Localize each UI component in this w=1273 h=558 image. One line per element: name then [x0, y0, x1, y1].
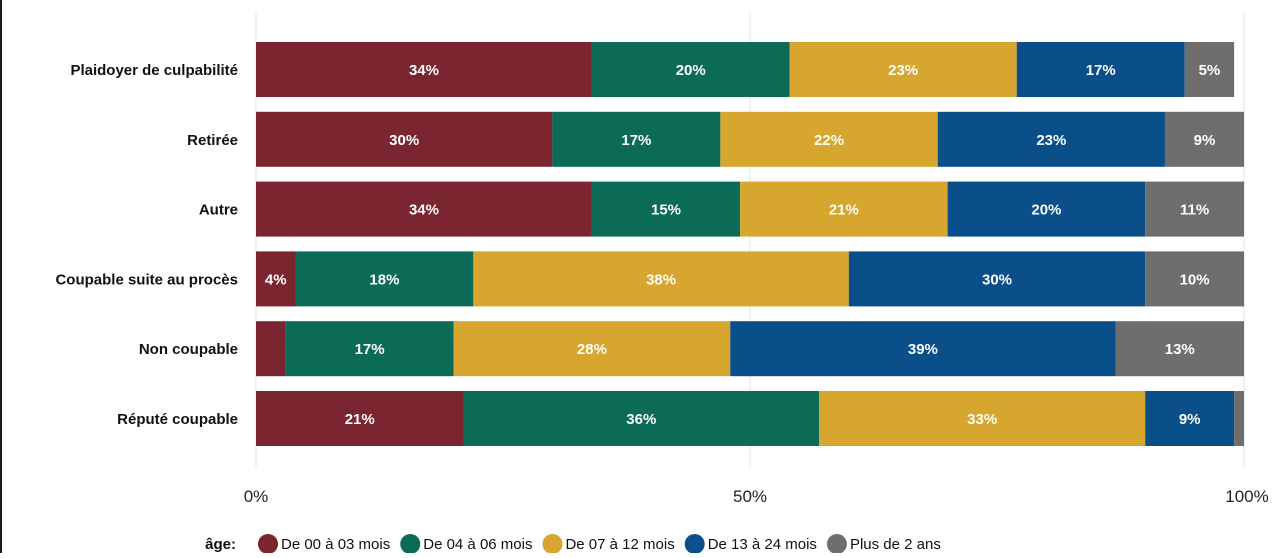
bar-row: 17% 28% 39% 13%	[256, 321, 1244, 377]
legend-label: De 00 à 03 mois	[281, 536, 390, 553]
data-label: 20%	[676, 62, 706, 79]
category-label: Retirée	[187, 132, 238, 149]
legend: âge: De 00 à 03 mois De 04 à 06 mois De 07 …	[205, 534, 941, 554]
bars: 34% 20% 23% 17% 5% 30% 17% 22% 23% 9% 34% 15% 21% 20%…	[256, 42, 1244, 446]
data-label: 30%	[389, 132, 419, 149]
bar-segment	[1016, 42, 1185, 97]
legend-item: De 04 à 06 mois	[400, 534, 532, 554]
bar-segment	[256, 111, 553, 167]
data-label: 17%	[621, 132, 651, 149]
x-tick-label: 100%	[1225, 487, 1268, 506]
legend-title: âge:	[205, 536, 236, 553]
bar-segment	[1234, 391, 1244, 446]
bar-segment	[591, 42, 790, 97]
legend-label: De 13 à 24 mois	[708, 536, 817, 553]
bar-segment	[256, 391, 464, 446]
bar-segment	[1164, 111, 1244, 167]
category-label: Autre	[199, 202, 238, 219]
category-label: Non coupable	[139, 341, 238, 358]
bar-segment	[730, 321, 1116, 377]
data-label: 9%	[1179, 411, 1201, 428]
bar-row: 34% 15% 21% 20% 11%	[256, 181, 1244, 237]
data-label: 34%	[409, 202, 439, 219]
legend-item: Plus de 2 ans	[826, 534, 941, 554]
bar-segment	[453, 321, 731, 377]
category-label: Plaidoyer de culpabilité	[70, 62, 238, 79]
bar-segment	[848, 251, 1146, 307]
legend-swatch	[542, 534, 563, 554]
bar-segment	[256, 181, 592, 237]
data-label: 18%	[369, 271, 399, 288]
bar-segment	[256, 42, 592, 97]
x-tick-label: 50%	[733, 487, 767, 506]
bar-segment	[1145, 181, 1244, 237]
legend-item: De 07 à 12 mois	[542, 534, 675, 554]
bar-segment	[937, 111, 1165, 167]
legend-swatch	[684, 534, 705, 554]
data-label: 21%	[345, 411, 375, 428]
bar-segment	[591, 181, 741, 237]
legend-swatch	[826, 534, 847, 554]
data-label: 15%	[651, 202, 681, 219]
category-labels: Plaidoyer de culpabilité Retirée Autre Coup…	[55, 62, 238, 428]
bar-segment	[1145, 391, 1235, 446]
bar-segment	[295, 251, 474, 307]
x-tick-label: 0%	[244, 487, 269, 506]
data-label: 38%	[646, 271, 676, 288]
data-label: 21%	[829, 202, 859, 219]
legend-label: De 07 à 12 mois	[565, 536, 674, 553]
bar-segment	[285, 321, 454, 377]
bar-segment	[1115, 321, 1244, 377]
x-axis-ticks: 0% 50% 100%	[244, 487, 1269, 506]
bar-segment	[789, 42, 1017, 97]
bar-segment	[463, 391, 820, 446]
legend-item: De 13 à 24 mois	[684, 534, 817, 554]
data-label: 5%	[1199, 62, 1221, 79]
data-label: 4%	[265, 271, 287, 288]
bar-row: 34% 20% 23% 17% 5%	[256, 42, 1235, 97]
data-label: 17%	[1086, 62, 1116, 79]
legend-item: De 00 à 03 mois	[258, 534, 390, 554]
bar-segment	[947, 181, 1146, 237]
data-label: 33%	[967, 411, 997, 428]
data-label: 23%	[1036, 132, 1066, 149]
category-label: Réputé coupable	[117, 411, 238, 428]
bar-segment	[256, 251, 296, 307]
category-label: Coupable suite au procès	[55, 271, 238, 288]
bar-segment	[473, 251, 849, 307]
data-label: 23%	[888, 62, 918, 79]
data-label: 9%	[1194, 132, 1216, 149]
data-label: 39%	[908, 341, 938, 358]
data-label: 36%	[626, 411, 656, 428]
bar-row: 4% 18% 38% 30% 10%	[256, 251, 1244, 307]
data-label: 22%	[814, 132, 844, 149]
bar-segment	[720, 111, 938, 167]
bar-segment	[1184, 42, 1235, 97]
data-label: 20%	[1031, 202, 1061, 219]
bar-segment	[740, 181, 948, 237]
data-label: 11%	[1180, 202, 1209, 219]
bar-segment	[552, 111, 721, 167]
bar-row: 30% 17% 22% 23% 9%	[256, 111, 1244, 167]
legend-label: Plus de 2 ans	[850, 536, 941, 553]
bar-segment	[1145, 251, 1244, 307]
data-label: 13%	[1165, 341, 1195, 358]
bar-segment	[256, 321, 286, 377]
data-label: 28%	[577, 341, 607, 358]
legend-swatch	[258, 534, 278, 554]
bar-segment	[819, 391, 1146, 446]
data-label: 17%	[355, 341, 385, 358]
data-label: 10%	[1180, 271, 1210, 288]
data-label: 34%	[409, 62, 439, 79]
legend-label: De 04 à 06 mois	[423, 536, 532, 553]
bar-row: 21% 36% 33% 9%	[256, 391, 1244, 446]
data-label: 30%	[982, 271, 1012, 288]
legend-swatch	[400, 534, 421, 554]
